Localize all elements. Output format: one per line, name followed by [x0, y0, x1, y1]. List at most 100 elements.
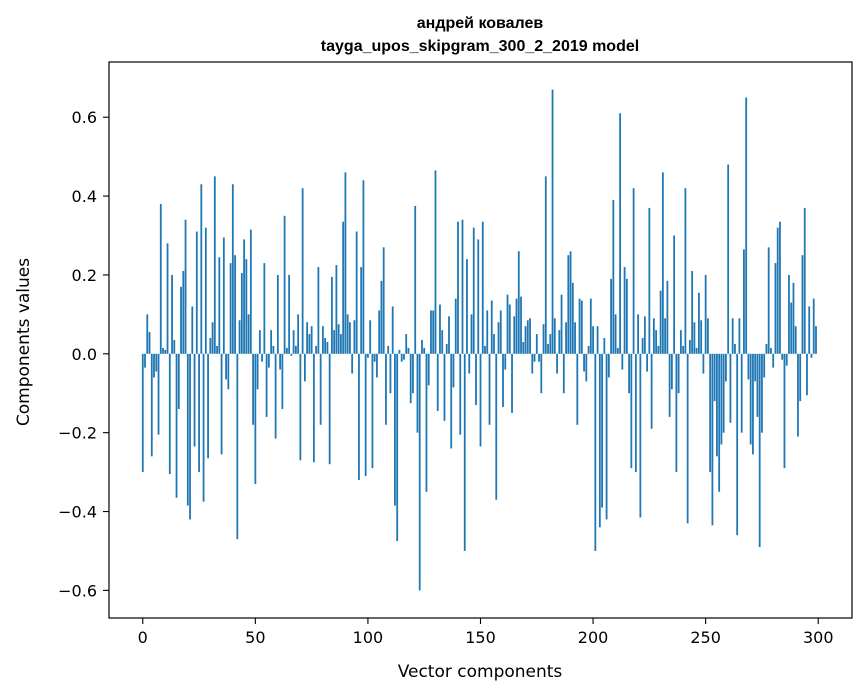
- bar-105: [378, 310, 381, 354]
- bar-182: [551, 89, 554, 354]
- bar-237: [675, 353, 678, 473]
- bar-287: [788, 274, 790, 354]
- y-tick-label: 0.2: [72, 266, 97, 285]
- bar-197: [585, 353, 588, 382]
- bar-132: [439, 304, 441, 354]
- bar-70: [299, 353, 302, 461]
- bar-83: [328, 353, 331, 465]
- bar-112: [394, 353, 396, 506]
- bar-268: [745, 97, 748, 354]
- bar-148: [475, 353, 477, 406]
- bar-267: [743, 249, 745, 354]
- bar-19: [184, 219, 187, 354]
- bar-221: [639, 353, 642, 518]
- bar-144: [466, 259, 468, 354]
- bar-128: [430, 310, 432, 354]
- bar-164: [511, 353, 513, 413]
- bar-117: [405, 334, 408, 354]
- bar-295: [806, 353, 808, 396]
- bar-110: [389, 353, 392, 394]
- bar-225: [648, 207, 651, 354]
- bar-11: [166, 243, 169, 354]
- bar-255: [716, 353, 718, 457]
- bar-290: [794, 326, 797, 354]
- bar-222: [641, 338, 644, 354]
- bar-242: [686, 353, 689, 524]
- bar-157: [495, 353, 498, 500]
- bar-124: [421, 340, 423, 354]
- bar-4: [150, 353, 153, 457]
- bar-247: [698, 292, 700, 354]
- bar-115: [400, 353, 403, 362]
- bar-71: [301, 188, 304, 354]
- x-axis-ticks: 0 50 100 150 200 250 300: [138, 618, 834, 647]
- bar-169: [522, 341, 525, 354]
- bar-231: [661, 172, 664, 354]
- x-tick-label: 50: [245, 628, 265, 647]
- chart-title-line-1: андрей ковалев: [417, 15, 544, 32]
- bar-214: [623, 267, 626, 354]
- bar-199: [589, 298, 592, 354]
- bar-53: [261, 353, 263, 362]
- bar-86: [335, 265, 338, 354]
- bar-228: [655, 330, 658, 354]
- bar-42: [236, 353, 239, 540]
- bar-270: [749, 353, 752, 445]
- bar-130: [434, 170, 437, 354]
- bar-294: [803, 207, 806, 354]
- bar-161: [504, 353, 507, 370]
- bar-252: [709, 353, 712, 473]
- bar-50: [254, 353, 257, 484]
- bar-106: [380, 280, 383, 354]
- bar-96: [358, 353, 360, 480]
- y-tick-label: 0.0: [72, 345, 97, 364]
- bar-288: [790, 302, 793, 354]
- bar-69: [297, 314, 300, 354]
- bar-141: [459, 353, 462, 435]
- bar-149: [477, 239, 480, 354]
- bar-297: [810, 353, 813, 358]
- bar-85: [333, 330, 336, 354]
- bar-253: [711, 353, 714, 526]
- bar-55: [265, 353, 268, 417]
- bar-279: [770, 347, 772, 354]
- bar-282: [776, 227, 779, 354]
- bar-131: [436, 353, 439, 411]
- bar-234: [668, 353, 671, 417]
- bar-262: [731, 318, 734, 354]
- bar-68: [294, 345, 297, 354]
- bar-293: [801, 255, 804, 354]
- bar-189: [567, 255, 570, 354]
- bar-232: [664, 318, 667, 354]
- bar-218: [632, 188, 635, 354]
- bar-283: [779, 221, 781, 354]
- bar-263: [734, 343, 736, 354]
- bar-7: [157, 353, 160, 435]
- y-axis-ticks: −0.6 −0.4 −0.2 0.0 0.2 0.4 0.6: [58, 108, 109, 600]
- bar-248: [700, 320, 703, 354]
- bar-111: [391, 306, 394, 354]
- bar-17: [180, 286, 182, 354]
- bar-87: [337, 324, 340, 354]
- bar-1: [144, 353, 146, 368]
- bar-260: [727, 164, 730, 354]
- bar-239: [679, 330, 682, 354]
- bar-256: [718, 353, 721, 492]
- bar-16: [177, 353, 180, 410]
- bar-201: [594, 353, 597, 551]
- bar-123: [418, 353, 421, 591]
- bar-280: [772, 353, 775, 368]
- bar-18: [182, 270, 185, 354]
- bar-274: [758, 353, 761, 548]
- bar-146: [470, 314, 473, 354]
- bar-254: [713, 353, 716, 402]
- bar-136: [448, 316, 450, 354]
- bar-76: [312, 353, 315, 463]
- bar-208: [610, 278, 612, 354]
- bar-41: [234, 255, 236, 354]
- bar-151: [481, 221, 484, 354]
- bar-54: [263, 263, 266, 354]
- bar-191: [571, 282, 574, 354]
- bar-36: [222, 237, 225, 354]
- bar-275: [761, 353, 763, 433]
